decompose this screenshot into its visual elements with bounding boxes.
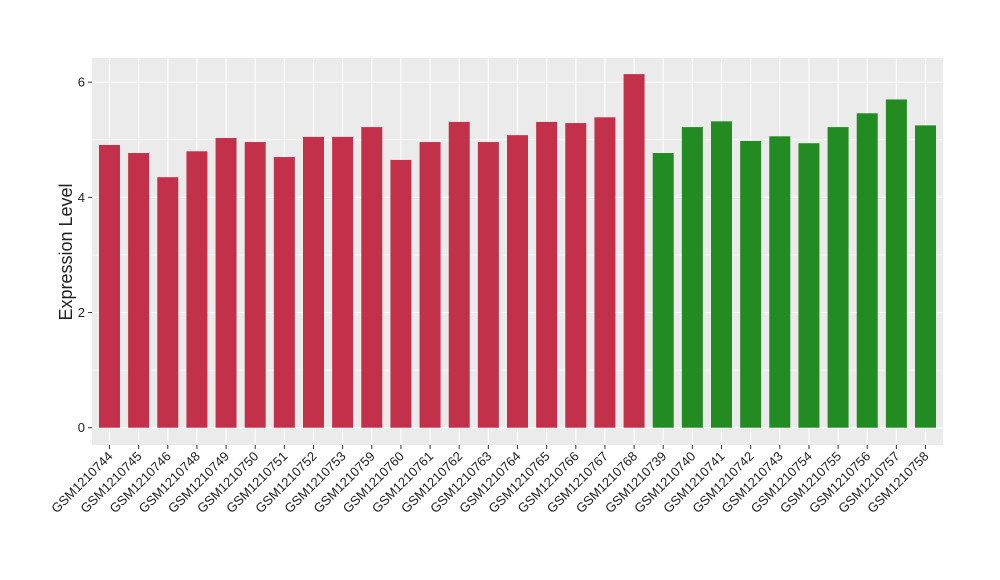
bar [390, 159, 412, 428]
bar [652, 153, 674, 428]
bar [186, 151, 208, 428]
bar [419, 142, 441, 428]
bar [507, 135, 528, 428]
bar [477, 142, 499, 428]
bar [361, 127, 383, 428]
y-tick-label: 0 [78, 420, 85, 435]
y-tick-label: 6 [78, 75, 85, 90]
bar [711, 121, 732, 428]
bar [273, 157, 295, 428]
bar [215, 138, 237, 428]
bar [303, 136, 324, 428]
bar [565, 123, 587, 428]
bar [827, 127, 849, 428]
bar [448, 121, 470, 428]
y-tick-label: 4 [78, 190, 85, 205]
bar [157, 177, 179, 428]
bar [536, 121, 558, 428]
bar [98, 144, 120, 428]
bar [856, 113, 878, 428]
bar [244, 142, 266, 428]
bar [885, 99, 907, 428]
y-tick-label: 2 [78, 305, 85, 320]
bar [128, 153, 150, 428]
bar [740, 140, 762, 428]
y-axis-label: Expression Level [56, 183, 76, 320]
bar [594, 117, 616, 428]
bar [681, 127, 703, 428]
bar [798, 143, 820, 428]
bar [769, 136, 791, 428]
bar [915, 125, 937, 428]
bar [332, 136, 354, 428]
bar [623, 74, 645, 428]
